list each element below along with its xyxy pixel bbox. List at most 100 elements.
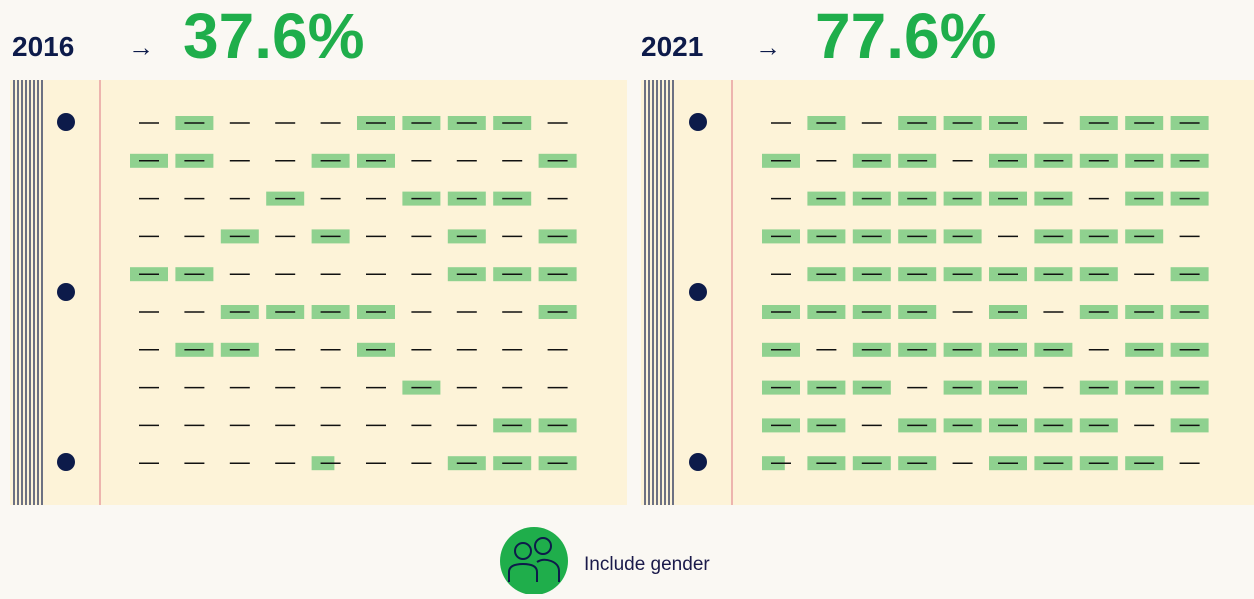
cell [538, 153, 577, 168]
cell [220, 229, 259, 244]
cell [1079, 116, 1118, 130]
cell [989, 380, 1027, 395]
cell [175, 116, 214, 130]
toggle-label[interactable]: Include gender [584, 554, 710, 575]
cell [538, 305, 577, 319]
notebook-page [641, 80, 1254, 505]
cell [1125, 153, 1164, 168]
cell [989, 305, 1027, 319]
toggle-icon-bg[interactable] [500, 527, 568, 595]
cell [1170, 191, 1209, 206]
cell [493, 116, 532, 130]
cell [311, 229, 350, 244]
cell [1034, 342, 1073, 357]
arrow: → [755, 32, 781, 62]
cell [1034, 267, 1073, 282]
binder-hole [57, 283, 75, 301]
cell [130, 153, 168, 168]
cell [402, 191, 441, 206]
cell [807, 380, 846, 395]
cell [493, 191, 532, 206]
cell [1079, 456, 1118, 471]
cell [357, 305, 395, 319]
cell [762, 418, 800, 433]
binder-hole [689, 453, 707, 471]
cell [762, 153, 800, 168]
cell [266, 191, 305, 206]
people-icon [508, 537, 560, 582]
cell [898, 342, 937, 357]
cell [538, 456, 577, 471]
cell [807, 116, 846, 130]
cell [807, 229, 846, 244]
cell [898, 305, 937, 319]
cell [989, 153, 1027, 168]
cell [1125, 116, 1164, 130]
cell [943, 229, 982, 244]
cell [898, 116, 937, 130]
cell [447, 229, 486, 244]
year: 2016 [12, 31, 74, 62]
cell [311, 153, 350, 168]
cell [1170, 418, 1209, 433]
cell [943, 116, 982, 130]
cell [447, 267, 486, 282]
cell [943, 380, 982, 395]
cell [1079, 153, 1118, 168]
cell [1125, 191, 1164, 206]
binder-hole [57, 113, 75, 131]
cell [852, 456, 891, 471]
cell [852, 267, 891, 282]
cell [1079, 418, 1118, 433]
cell [538, 418, 577, 433]
cell [1034, 418, 1073, 433]
cell [1125, 229, 1164, 244]
cell [943, 418, 982, 433]
cell [175, 153, 214, 168]
cell [175, 267, 214, 282]
cell [130, 267, 168, 282]
binder-hole [57, 453, 75, 471]
year: 2021 [641, 31, 703, 62]
cell [852, 229, 891, 244]
cell [1034, 153, 1073, 168]
cell [762, 305, 800, 319]
cell [538, 229, 577, 244]
cell [447, 116, 486, 130]
cell [762, 229, 800, 244]
cell [807, 267, 846, 282]
cell [852, 380, 891, 395]
cell [1170, 305, 1209, 319]
cell [1170, 267, 1209, 282]
cell [943, 267, 982, 282]
cell [898, 229, 937, 244]
cell [898, 456, 937, 471]
cell [493, 418, 532, 433]
cell [1125, 380, 1164, 395]
cell [311, 305, 350, 319]
cell [1079, 380, 1118, 395]
cell [447, 191, 486, 206]
cell [989, 418, 1027, 433]
cell [493, 456, 532, 471]
cell [311, 456, 341, 471]
gender-toggle[interactable]: Include gender [500, 527, 710, 595]
cell [402, 380, 441, 395]
cell [1170, 380, 1209, 395]
cell [898, 267, 937, 282]
cell [852, 305, 891, 319]
cell [989, 116, 1027, 130]
cell [807, 418, 846, 433]
cell [852, 342, 891, 357]
percent: 77.6% [815, 0, 996, 72]
cell [1079, 267, 1118, 282]
binder-hole [689, 113, 707, 131]
cell [538, 267, 577, 282]
cell [852, 153, 891, 168]
cell [175, 342, 214, 357]
cell [989, 191, 1027, 206]
cell [898, 418, 937, 433]
cell [807, 456, 846, 471]
cell [943, 191, 982, 206]
